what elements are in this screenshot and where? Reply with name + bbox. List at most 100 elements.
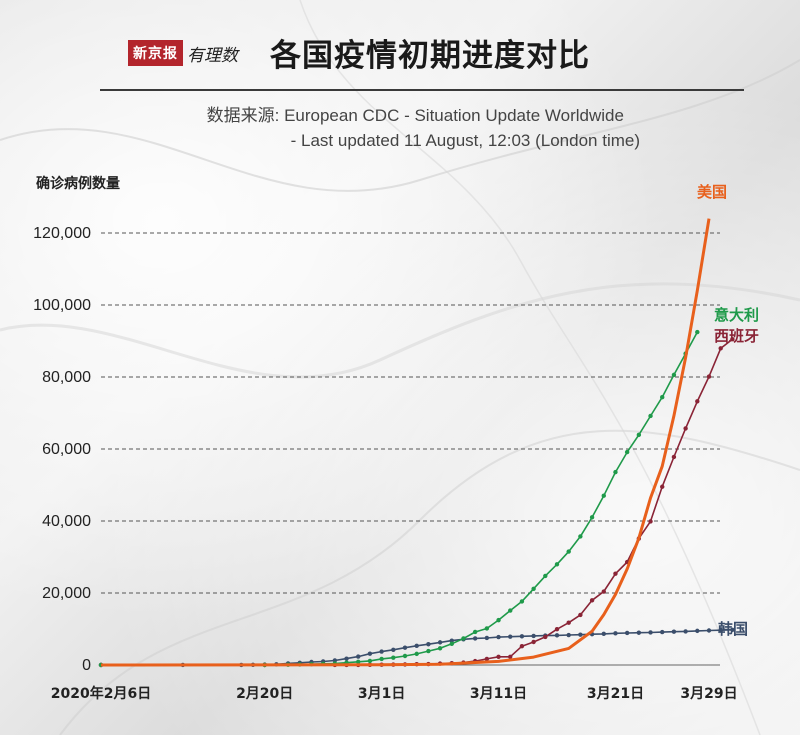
data-point <box>356 659 361 665</box>
source-note: 数据来源: European CDC - Situation Update Wo… <box>207 103 640 153</box>
data-point <box>484 635 490 641</box>
brand-box: 新京报 <box>128 40 183 66</box>
data-point <box>496 634 501 640</box>
data-point <box>660 629 665 635</box>
data-point <box>566 620 571 625</box>
data-point <box>414 651 419 657</box>
data-point <box>426 642 431 647</box>
data-point <box>461 636 466 641</box>
series-line <box>101 331 699 666</box>
y-tick-label: 0 <box>82 657 91 674</box>
data-point <box>624 630 630 636</box>
x-tick-label: 2020年2月6日 <box>51 685 151 702</box>
data-point <box>718 346 723 351</box>
data-point <box>601 589 606 594</box>
data-point <box>472 629 478 635</box>
data-point <box>671 454 677 460</box>
data-point <box>531 586 536 592</box>
brand-logo: 新京报 有理数 <box>128 40 238 66</box>
data-point <box>566 632 571 638</box>
data-point <box>589 515 595 520</box>
data-point <box>578 534 583 539</box>
data-point <box>566 549 571 554</box>
data-point <box>695 329 700 335</box>
gridlines <box>101 232 720 666</box>
data-point <box>472 636 478 641</box>
data-point <box>344 656 349 661</box>
data-point <box>589 598 595 603</box>
x-tick-labels: 2020年2月6日 2月20日 3月1日 3月11日 3月21日 3月29日 <box>51 685 738 702</box>
data-point <box>496 617 501 623</box>
data-point <box>695 628 700 634</box>
y-tick-label: 40,000 <box>42 513 91 530</box>
data-point <box>578 632 583 637</box>
data-point <box>624 449 630 455</box>
data-point <box>601 631 606 637</box>
series-0 <box>100 218 711 667</box>
x-tick-label: 3月11日 <box>470 686 527 702</box>
data-point <box>730 627 735 632</box>
x-tick-label: 3月1日 <box>358 686 405 702</box>
data-point <box>367 651 373 656</box>
data-point <box>449 641 454 647</box>
y-tick-label: 20,000 <box>42 585 91 602</box>
series-lines <box>98 218 735 668</box>
data-point <box>660 484 665 489</box>
data-point <box>683 629 688 634</box>
data-point <box>671 629 677 634</box>
series-line <box>101 338 733 666</box>
source-line-1: 数据来源: European CDC - Situation Update Wo… <box>206 106 624 125</box>
data-point <box>519 643 525 649</box>
data-point <box>613 571 618 576</box>
data-point <box>613 469 618 475</box>
series-label: 韩国 <box>718 620 748 638</box>
data-point <box>402 645 408 650</box>
data-point <box>660 395 665 400</box>
data-point <box>484 626 490 631</box>
title-divider <box>100 89 744 91</box>
data-point <box>449 638 454 643</box>
y-tick-label: 80,000 <box>42 369 91 386</box>
data-point <box>578 612 583 618</box>
y-tick-label: 60,000 <box>42 441 91 458</box>
data-point <box>519 634 525 639</box>
data-point <box>367 658 373 664</box>
series-1 <box>98 329 700 668</box>
data-point <box>648 630 653 635</box>
y-tick-label: 120,000 <box>33 225 91 242</box>
data-point <box>648 519 653 524</box>
series-3 <box>98 627 735 668</box>
data-point <box>554 627 560 632</box>
data-point <box>648 413 653 419</box>
data-point <box>379 649 384 654</box>
data-point <box>543 573 548 579</box>
brand-script: 有理数 <box>187 45 238 66</box>
data-point <box>437 646 443 651</box>
chart-title: 各国疫情初期进度对比 <box>270 38 590 74</box>
data-point <box>683 426 688 431</box>
data-point <box>508 608 513 613</box>
x-tick-label: 3月21日 <box>587 686 644 702</box>
series-label: 意大利 <box>714 306 759 324</box>
data-point <box>391 655 396 660</box>
data-point <box>730 337 735 342</box>
data-point <box>543 634 548 640</box>
data-point <box>718 628 723 633</box>
data-point <box>332 658 338 663</box>
data-point <box>426 648 431 654</box>
data-point <box>636 630 642 635</box>
data-point <box>671 372 677 378</box>
data-point <box>437 640 443 645</box>
source-line-2: - Last updated 11 August, 12:03 (London … <box>290 131 640 150</box>
data-point <box>356 654 361 659</box>
data-point <box>706 374 712 379</box>
data-point <box>391 647 396 653</box>
data-point <box>414 643 419 649</box>
series-line <box>100 218 711 667</box>
data-point <box>508 654 513 660</box>
data-point <box>554 562 560 567</box>
series-label: 美国 <box>697 183 727 201</box>
